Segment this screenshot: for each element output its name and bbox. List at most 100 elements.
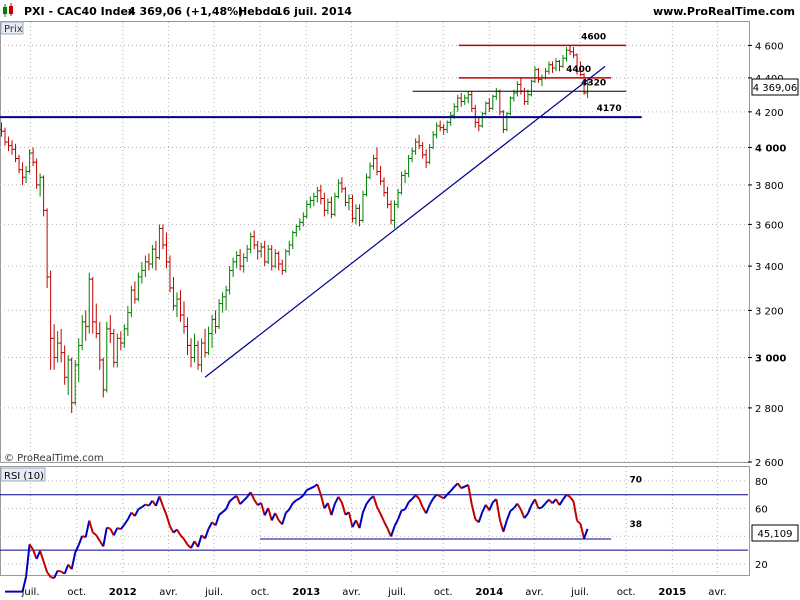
rsi-segment — [214, 514, 221, 526]
date-label: 16 juil. 2014 — [275, 5, 352, 18]
level-label-4400: 4400 — [566, 65, 591, 75]
rsi-segment — [63, 564, 70, 575]
site-link[interactable]: www.ProRealTime.com — [653, 5, 795, 18]
rsi-segment — [165, 514, 171, 527]
rsi-segment — [112, 527, 119, 536]
rsi-segment — [383, 521, 389, 529]
rsi-segment — [565, 493, 571, 498]
last-price-change: 4 369,06 (+1,48%) — [128, 5, 243, 18]
rsi-segment — [326, 502, 333, 516]
rsi-segment — [109, 528, 115, 536]
rsi-segment — [436, 493, 441, 498]
rsi-segment — [228, 497, 234, 503]
price-tick-label: 3 200 — [755, 306, 784, 317]
time-tick-label: 2014 — [475, 587, 503, 598]
rsi-segment — [319, 494, 326, 509]
time-tick-label: avr. — [159, 587, 177, 598]
rsi-segment — [488, 501, 494, 511]
rsi-segment — [442, 493, 448, 500]
rsi-segment — [470, 504, 477, 520]
time-tick-label: avr. — [708, 587, 726, 598]
rsi-segment — [88, 520, 94, 533]
price-tick-label: 2 600 — [755, 458, 784, 469]
rsi-segment — [141, 503, 146, 508]
rsi-segment — [334, 496, 340, 505]
rsi-segment — [456, 482, 463, 489]
rsi-segment — [77, 535, 84, 546]
price-tick-label: 4 200 — [755, 108, 784, 119]
rsi-segment — [116, 527, 122, 531]
rsi-segment — [376, 506, 382, 515]
rsi-segment — [309, 485, 315, 490]
rsi-segment — [197, 534, 203, 548]
rsi-segment — [337, 496, 343, 504]
rsi-segment — [572, 501, 579, 521]
rsi-segment — [28, 543, 34, 551]
rsi-badge: 45,109 — [751, 524, 799, 542]
rsi-segment — [414, 494, 420, 500]
price-tick-label: 4 600 — [755, 41, 784, 52]
time-tick-label: oct. — [251, 587, 270, 598]
rsi-segment — [145, 503, 150, 507]
time-tick-label: juil. — [387, 587, 406, 598]
rsi-segment — [306, 487, 311, 491]
rsi-segment — [183, 538, 189, 546]
rsi-segment — [477, 511, 484, 523]
level-label-4320: 4320 — [581, 78, 606, 88]
rsi-segment — [57, 569, 62, 573]
rsi-segment — [502, 520, 508, 533]
rsi-segment — [32, 549, 38, 560]
time-tick-label: avr. — [525, 587, 543, 598]
rsi-segment — [285, 508, 290, 514]
candle-icon — [3, 3, 13, 17]
rsi-segment — [509, 507, 515, 512]
rsi-segment — [288, 502, 294, 510]
rsi-segment — [235, 495, 242, 505]
rsi-segment — [123, 518, 129, 526]
rsi-segment — [190, 540, 196, 549]
rsi-segment — [158, 495, 164, 507]
rsi-segment — [92, 531, 97, 536]
rsi-segment — [533, 498, 540, 509]
price-tick-label: 2 800 — [755, 404, 784, 415]
rsi-segment — [358, 512, 364, 529]
rsi-segment — [576, 519, 582, 525]
rsi-segment — [126, 512, 133, 520]
rsi-segment — [21, 576, 28, 592]
rsi-segment — [70, 552, 77, 570]
time-tick-label: avr. — [342, 587, 360, 598]
rsi-panel — [0, 466, 750, 576]
price-tick-label: 3 000 — [755, 354, 786, 365]
price-tick-label: 3 800 — [755, 181, 784, 192]
rsi-segment — [179, 534, 185, 540]
time-tick-label: 2013 — [292, 587, 320, 598]
rsi-segment — [249, 491, 256, 501]
trendline-group — [204, 65, 606, 378]
price-panel-tag[interactable] — [0, 21, 24, 35]
rsi-segment — [267, 507, 273, 521]
rsi-segment — [439, 495, 445, 500]
rsi-segment — [541, 502, 547, 509]
rsi-segment — [407, 498, 413, 503]
rsi-segment — [84, 520, 91, 538]
rsi-segment — [162, 505, 168, 516]
rsi-segment — [74, 544, 80, 554]
time-tick-label: juil. — [570, 587, 589, 598]
rsi-segment — [526, 504, 533, 514]
rsi-segment — [102, 527, 108, 547]
rsi-segment — [579, 523, 586, 539]
rsi-segment — [555, 498, 561, 506]
watermark: © ProRealTime.com — [4, 453, 104, 464]
rsi-segment — [302, 489, 308, 496]
rsi-tick-label: 20 — [755, 560, 768, 571]
rsi-segment — [137, 506, 143, 511]
rsi-segment — [365, 498, 371, 505]
rsi-segment — [583, 528, 589, 539]
time-tick-label: 2015 — [658, 587, 686, 598]
rsi-segment — [25, 544, 31, 577]
rsi-segment — [50, 576, 55, 580]
rsi-segment — [425, 504, 431, 514]
rsi-panel-tag[interactable] — [0, 467, 46, 482]
rsi-segment — [397, 509, 403, 520]
